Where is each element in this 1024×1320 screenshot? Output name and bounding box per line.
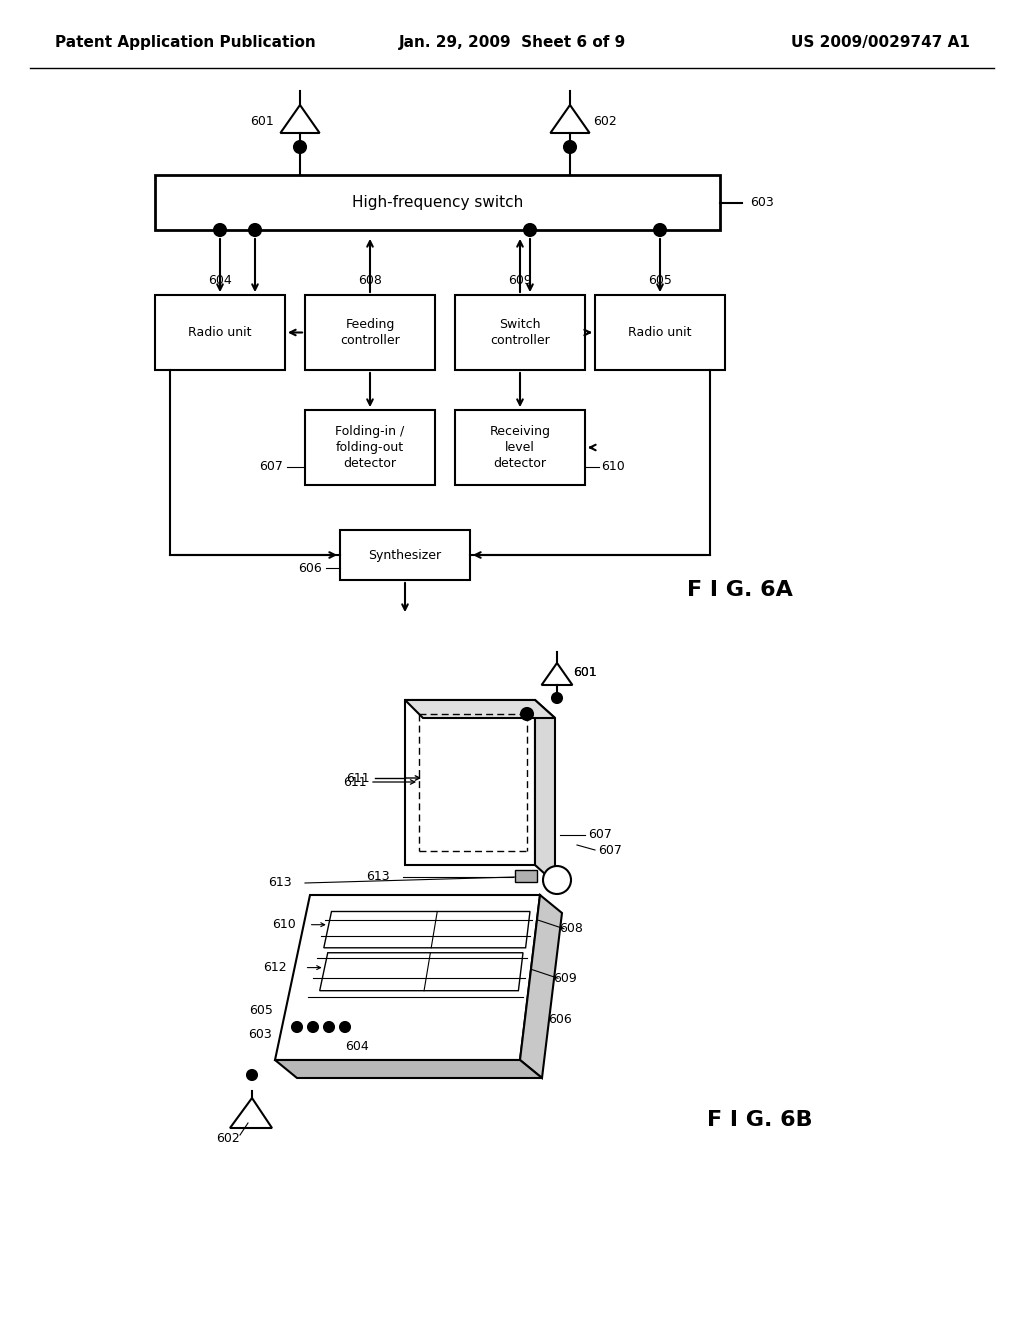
Circle shape xyxy=(249,224,261,236)
Text: 604: 604 xyxy=(345,1040,369,1053)
Bar xyxy=(595,294,725,370)
Text: controller: controller xyxy=(340,334,400,347)
Polygon shape xyxy=(324,912,530,948)
Text: 605: 605 xyxy=(648,273,672,286)
Text: 610: 610 xyxy=(601,461,625,474)
Text: detector: detector xyxy=(343,457,396,470)
Text: folding-out: folding-out xyxy=(336,441,404,454)
Text: 605: 605 xyxy=(250,1005,273,1016)
Text: Switch: Switch xyxy=(500,318,541,331)
Text: Radio unit: Radio unit xyxy=(188,326,252,339)
Text: F I G. 6B: F I G. 6B xyxy=(708,1110,813,1130)
Bar xyxy=(515,870,537,882)
Text: 612: 612 xyxy=(263,961,287,974)
Polygon shape xyxy=(319,953,523,991)
Text: Folding-in /: Folding-in / xyxy=(336,425,404,438)
Polygon shape xyxy=(535,700,555,883)
Text: 611: 611 xyxy=(346,771,370,784)
Circle shape xyxy=(521,708,534,719)
Text: Jan. 29, 2009  Sheet 6 of 9: Jan. 29, 2009 Sheet 6 of 9 xyxy=(398,34,626,49)
Text: 609: 609 xyxy=(508,273,531,286)
Circle shape xyxy=(292,1022,302,1032)
Bar xyxy=(155,294,285,370)
Bar xyxy=(305,294,435,370)
Text: 610: 610 xyxy=(272,919,296,931)
Text: 601: 601 xyxy=(573,667,597,680)
Text: 613: 613 xyxy=(268,876,292,890)
Text: level: level xyxy=(505,441,535,454)
Text: 609: 609 xyxy=(553,972,577,985)
Text: 603: 603 xyxy=(751,195,774,209)
Text: High-frequency switch: High-frequency switch xyxy=(352,195,523,210)
Text: 606: 606 xyxy=(298,561,322,574)
Polygon shape xyxy=(406,700,555,718)
Circle shape xyxy=(524,224,536,236)
Circle shape xyxy=(654,224,666,236)
Bar xyxy=(455,294,585,370)
Text: 607: 607 xyxy=(598,843,622,857)
Text: detector: detector xyxy=(494,457,547,470)
Text: 613: 613 xyxy=(367,870,390,883)
Bar xyxy=(305,411,435,484)
Text: 607: 607 xyxy=(588,829,612,842)
Text: US 2009/0029747 A1: US 2009/0029747 A1 xyxy=(792,34,970,49)
Text: 608: 608 xyxy=(559,923,583,936)
Text: Receiving: Receiving xyxy=(489,425,551,438)
Circle shape xyxy=(564,141,575,153)
Bar xyxy=(455,411,585,484)
Circle shape xyxy=(324,1022,334,1032)
Polygon shape xyxy=(406,700,535,865)
Circle shape xyxy=(247,1071,257,1080)
Circle shape xyxy=(294,141,306,153)
Text: Synthesizer: Synthesizer xyxy=(369,549,441,561)
Polygon shape xyxy=(520,895,562,1078)
Text: Radio unit: Radio unit xyxy=(629,326,692,339)
Text: 601: 601 xyxy=(573,667,597,680)
Text: 608: 608 xyxy=(358,273,382,286)
Circle shape xyxy=(308,1022,318,1032)
Text: 602: 602 xyxy=(216,1131,240,1144)
Text: 611: 611 xyxy=(343,776,367,788)
Bar xyxy=(155,176,720,230)
Circle shape xyxy=(214,224,226,236)
Text: Patent Application Publication: Patent Application Publication xyxy=(55,34,315,49)
Text: F I G. 6A: F I G. 6A xyxy=(687,579,793,601)
Text: 607: 607 xyxy=(259,461,283,474)
Polygon shape xyxy=(275,895,540,1060)
Bar xyxy=(340,531,470,579)
Text: 601: 601 xyxy=(250,115,273,128)
Circle shape xyxy=(340,1022,350,1032)
Polygon shape xyxy=(275,1060,542,1078)
Text: controller: controller xyxy=(490,334,550,347)
Text: 602: 602 xyxy=(593,115,616,128)
Text: 604: 604 xyxy=(208,273,231,286)
Text: Feeding: Feeding xyxy=(345,318,394,331)
Text: 603: 603 xyxy=(248,1028,272,1041)
Text: 606: 606 xyxy=(548,1012,571,1026)
Circle shape xyxy=(543,866,571,894)
Circle shape xyxy=(552,693,562,704)
